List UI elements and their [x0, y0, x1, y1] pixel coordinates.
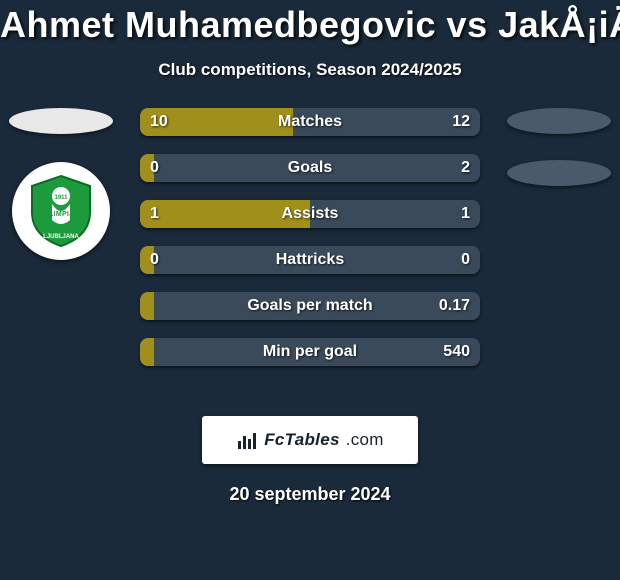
stat-label: Matches [140, 108, 480, 136]
stat-label: Hattricks [140, 246, 480, 274]
stat-right-value: 0.17 [439, 292, 470, 320]
brand-badge: FcTables .com [202, 416, 418, 464]
right-player-oval-2 [507, 160, 611, 186]
olimpija-crest-icon: 1911 OLIMPIJA LJUBLJANA [22, 172, 100, 250]
comparison-layout: 1911 OLIMPIJA LJUBLJANA 10 Matches 12 0 [0, 108, 620, 408]
brand-name: FcTables [264, 430, 339, 450]
page-title: Ahmet Muhamedbegovic vs JakÅ¡iÄ‡ [0, 4, 620, 46]
right-player-oval-1 [507, 108, 611, 134]
left-club-badge: 1911 OLIMPIJA LJUBLJANA [12, 162, 110, 260]
stat-row-goals-per-match: Goals per match 0.17 [140, 292, 480, 320]
stat-label: Goals [140, 154, 480, 182]
stat-right-value: 0 [461, 246, 470, 274]
stat-row-assists: 1 Assists 1 [140, 200, 480, 228]
stat-right-value: 12 [452, 108, 470, 136]
stat-label: Goals per match [140, 292, 480, 320]
chart-bars-icon [236, 429, 258, 451]
date-text: 20 september 2024 [0, 484, 620, 505]
stat-right-value: 540 [443, 338, 470, 366]
left-player-oval [9, 108, 113, 134]
stat-bars: 10 Matches 12 0 Goals 2 1 Assists 1 0 Ha… [140, 108, 480, 384]
svg-text:LJUBLJANA: LJUBLJANA [43, 234, 79, 240]
stat-row-matches: 10 Matches 12 [140, 108, 480, 136]
svg-text:1911: 1911 [54, 195, 68, 201]
stat-row-hattricks: 0 Hattricks 0 [140, 246, 480, 274]
brand-domain: .com [346, 430, 384, 450]
left-player-column: 1911 OLIMPIJA LJUBLJANA [6, 108, 116, 260]
stat-right-value: 2 [461, 154, 470, 182]
stat-row-min-per-goal: Min per goal 540 [140, 338, 480, 366]
subtitle: Club competitions, Season 2024/2025 [0, 60, 620, 80]
comparison-card: Ahmet Muhamedbegovic vs JakÅ¡iÄ‡ Club co… [0, 0, 620, 580]
stat-label: Assists [140, 200, 480, 228]
svg-text:OLIMPIJA: OLIMPIJA [43, 211, 78, 218]
stat-right-value: 1 [461, 200, 470, 228]
stat-row-goals: 0 Goals 2 [140, 154, 480, 182]
right-player-column [504, 108, 614, 186]
stat-label: Min per goal [140, 338, 480, 366]
